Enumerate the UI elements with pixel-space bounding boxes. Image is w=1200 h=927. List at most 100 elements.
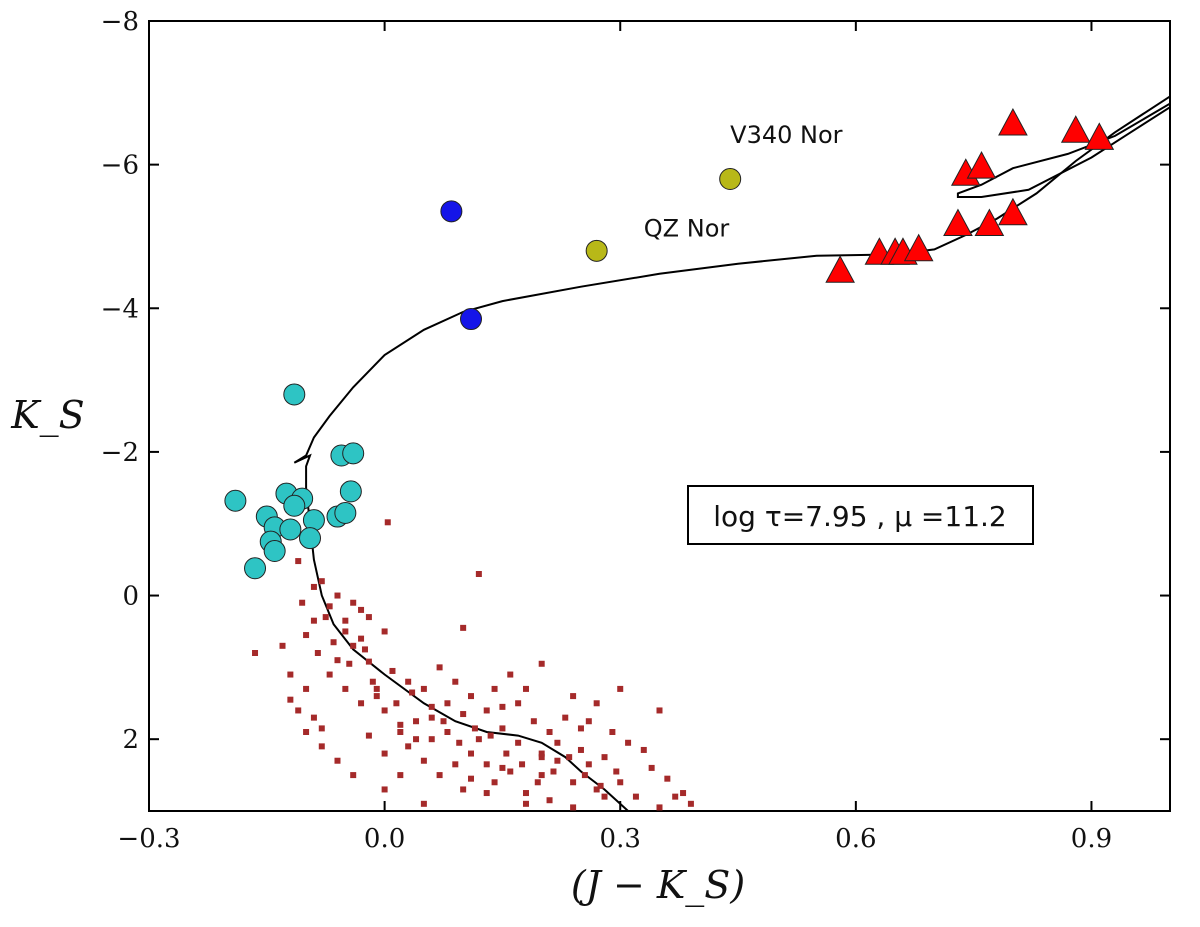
star-point	[460, 308, 483, 331]
faint-star-point	[656, 804, 663, 811]
faint-star-point	[471, 725, 478, 732]
faint-star-point	[640, 746, 647, 753]
y-tick-label: −4	[101, 294, 139, 324]
point-label-qz-nor: QZ Nor	[644, 214, 730, 242]
faint-star-point	[593, 786, 600, 793]
faint-star-point	[303, 685, 310, 692]
faint-star-point	[562, 714, 569, 721]
faint-star-point	[405, 743, 412, 750]
y-tick-label: −6	[101, 151, 139, 181]
isochrone-loop-line	[956, 102, 1170, 198]
faint-star-point	[350, 599, 357, 606]
annotation-text: log τ=7.95 , μ =11.2	[713, 500, 1006, 533]
faint-star-point	[570, 779, 577, 786]
faint-star-point	[577, 725, 584, 732]
faint-star-point	[440, 718, 447, 725]
star-point	[299, 527, 322, 550]
y-axis-title: K_S	[10, 393, 84, 438]
y-tick-label: 0	[122, 582, 139, 612]
faint-star-point	[613, 768, 620, 775]
faint-star-point	[381, 750, 388, 757]
x-tick-label: −0.3	[117, 824, 180, 854]
faint-star-point	[436, 664, 443, 671]
faint-star-point	[475, 736, 482, 743]
faint-star-point	[318, 743, 325, 750]
faint-star-point	[397, 729, 404, 735]
faint-star-point	[522, 790, 529, 797]
faint-star-point	[538, 660, 545, 667]
giant-star-point	[903, 233, 934, 262]
faint-star-point	[491, 779, 498, 786]
faint-star-point	[566, 754, 573, 761]
giant-star-point	[998, 107, 1028, 136]
star-point	[334, 501, 357, 524]
faint-star-point	[585, 718, 592, 725]
faint-star-point	[648, 764, 655, 771]
giant-star-point	[825, 255, 855, 283]
star-point	[279, 518, 302, 541]
faint-star-point	[326, 603, 333, 610]
faint-star-point	[538, 772, 545, 779]
point-label-v340-nor: V340 Nor	[730, 121, 842, 149]
faint-star-point	[342, 628, 349, 635]
isochrone-line	[293, 95, 1170, 811]
faint-star-point	[287, 671, 294, 678]
faint-star-point	[483, 707, 490, 714]
giant-star-point	[943, 208, 973, 237]
faint-star-point	[687, 800, 694, 807]
faint-star-point	[381, 628, 388, 635]
faint-star-point	[358, 635, 365, 642]
star-point	[440, 200, 463, 223]
faint-star-point	[483, 790, 490, 797]
faint-star-point	[538, 754, 545, 761]
faint-star-point	[468, 750, 475, 757]
faint-star-point	[318, 725, 325, 732]
faint-star-point	[381, 707, 388, 714]
faint-star-point	[279, 642, 286, 649]
faint-star-point	[369, 678, 376, 685]
faint-star-point	[452, 761, 459, 768]
faint-star-point	[546, 797, 553, 804]
faint-star-point	[530, 718, 537, 725]
star-point	[342, 442, 365, 465]
faint-star-point	[405, 678, 412, 685]
faint-star-point	[322, 614, 329, 621]
faint-star-point	[460, 711, 467, 718]
faint-star-point	[632, 793, 639, 800]
faint-star-point	[522, 800, 529, 807]
x-tick-label: 0.9	[1071, 824, 1112, 854]
faint-star-point	[507, 768, 514, 775]
faint-star-point	[342, 617, 349, 624]
faint-star-point	[365, 732, 372, 739]
star-point	[224, 489, 247, 512]
faint-star-point	[389, 667, 396, 674]
faint-star-point	[420, 685, 427, 692]
faint-star-point	[409, 689, 416, 696]
faint-star-point	[342, 685, 349, 692]
faint-star-point	[413, 718, 420, 725]
faint-star-point	[656, 707, 663, 714]
faint-star-point	[601, 754, 608, 761]
faint-star-point	[358, 700, 365, 707]
faint-star-point	[597, 782, 604, 789]
faint-star-point	[397, 772, 404, 779]
faint-star-point	[609, 729, 616, 735]
faint-star-point	[310, 617, 317, 624]
x-tick-label: 0.3	[600, 824, 641, 854]
star-point	[585, 239, 608, 262]
faint-star-point	[456, 739, 463, 746]
star-point	[719, 168, 742, 190]
star-point	[283, 383, 306, 406]
faint-star-point	[519, 761, 526, 768]
faint-star-point	[499, 703, 506, 710]
faint-star-point	[303, 632, 310, 639]
faint-star-point	[295, 707, 302, 714]
giant-star-point	[998, 197, 1028, 226]
faint-star-point	[554, 757, 561, 764]
faint-star-point	[570, 804, 577, 811]
faint-star-point	[460, 786, 467, 793]
faint-star-point	[373, 685, 380, 692]
faint-star-point	[346, 660, 353, 667]
faint-star-point	[546, 729, 553, 735]
faint-star-point	[570, 693, 577, 700]
